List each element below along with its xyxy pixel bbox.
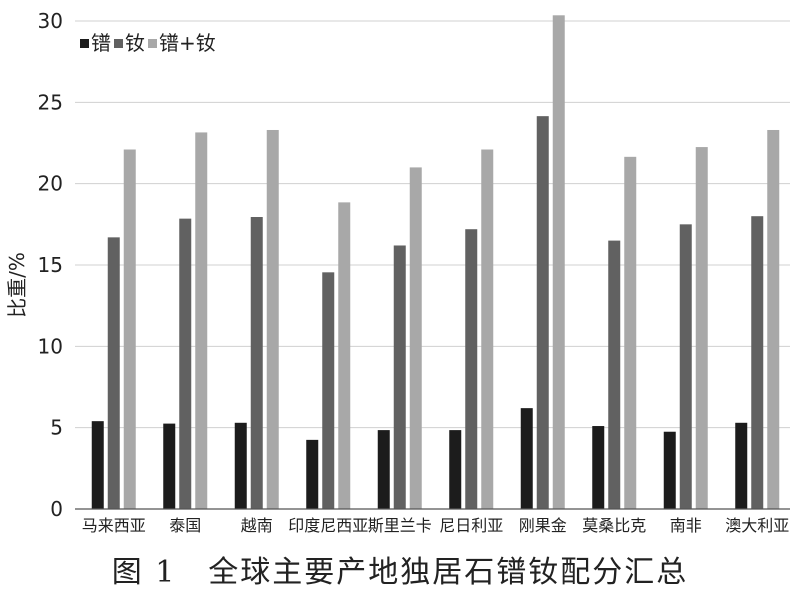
x-tick-label: 斯里兰卡	[368, 516, 432, 535]
bar	[338, 202, 351, 509]
y-tick-label: 15	[38, 253, 63, 277]
x-tick-label: 莫桑比克	[582, 516, 646, 535]
bar	[195, 132, 208, 509]
bar	[107, 237, 120, 509]
bar	[592, 426, 605, 509]
x-tick-label: 印度尼西亚	[288, 516, 368, 535]
bar	[377, 430, 390, 509]
bar	[536, 116, 549, 509]
legend-label: 钕	[125, 31, 145, 55]
x-tick-label: 澳大利亚	[725, 516, 789, 535]
bar	[520, 408, 533, 509]
bar	[481, 149, 494, 510]
figure-caption: 图 1 全球主要产地独居石镨钕配分汇总	[111, 555, 689, 590]
bar	[322, 272, 335, 509]
bar	[624, 156, 637, 509]
bar	[751, 216, 764, 509]
x-tick-label: 马来西亚	[82, 516, 146, 535]
bar	[735, 422, 748, 509]
bars	[91, 15, 780, 510]
x-tick-label: 南非	[670, 516, 702, 535]
legend-swatch	[148, 39, 157, 48]
bar	[663, 431, 676, 509]
bar	[409, 167, 422, 509]
bar	[234, 422, 247, 509]
legend-label: 镨	[91, 31, 111, 55]
bar	[306, 439, 319, 509]
x-tick-label: 越南	[241, 516, 273, 535]
y-tick-label: 5	[50, 416, 63, 440]
bar	[679, 224, 692, 510]
bar	[250, 217, 263, 509]
bar	[695, 147, 708, 510]
bar	[449, 430, 462, 509]
legend-swatch	[80, 39, 89, 48]
x-tick-label: 尼日利亚	[439, 516, 503, 535]
bar-chart: 0 5 10 15 20 25 30 马来西亚 泰国 越南 印度尼西亚 斯里兰卡 尼日利亚 刚果金 莫桑比…	[5, 9, 790, 535]
y-tick-label: 20	[38, 172, 63, 196]
bar	[163, 423, 176, 509]
bar	[91, 421, 104, 509]
bar	[179, 218, 192, 509]
y-tick-label: 10	[38, 334, 63, 358]
bar	[767, 129, 780, 509]
bar	[123, 149, 136, 510]
bar	[266, 129, 279, 509]
y-tick-label: 25	[38, 90, 63, 114]
x-tick-label: 泰国	[169, 516, 201, 535]
y-tick-label: 0	[50, 497, 63, 521]
gridlines	[75, 20, 790, 429]
legend: 镨钕镨+钕	[80, 31, 216, 55]
x-tick-label: 刚果金	[519, 516, 567, 535]
y-tick-label: 30	[38, 9, 63, 33]
y-axis-label: 比重/%	[5, 252, 29, 318]
legend-label: 镨+钕	[159, 31, 216, 55]
legend-swatch	[114, 39, 123, 48]
bar	[552, 15, 565, 509]
bar	[465, 229, 478, 510]
bar	[608, 240, 621, 509]
y-axis-ticks: 0 5 10 15 20 25 30	[38, 9, 63, 521]
bar	[393, 245, 406, 510]
x-axis-labels: 马来西亚 泰国 越南 印度尼西亚 斯里兰卡 尼日利亚 刚果金 莫桑比克 南非 澳大利亚	[82, 516, 790, 535]
